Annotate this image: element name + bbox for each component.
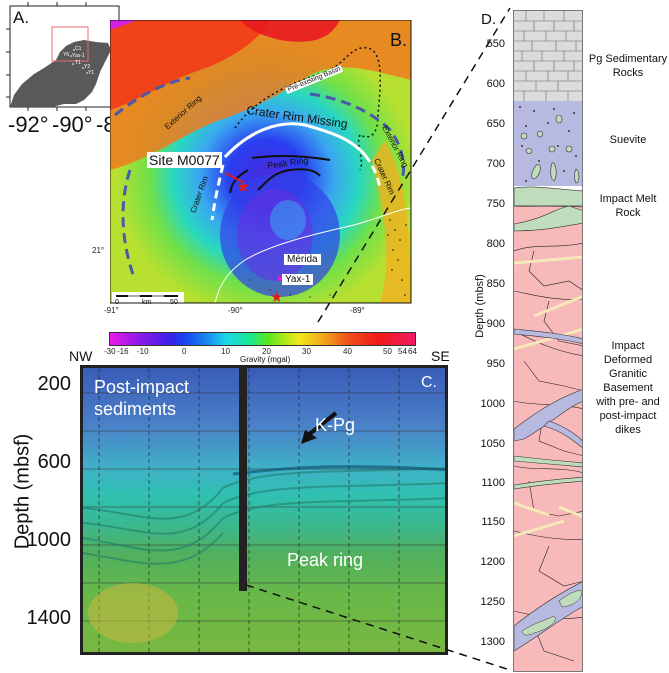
colorbar-tick-50: 50: [383, 347, 392, 356]
svg-text:★: ★: [236, 179, 250, 196]
seismic-ylabel: Depth (mbsf): [11, 433, 34, 550]
colorbar-tick-40: 40: [343, 347, 352, 356]
colorbar-tick-30: 30: [302, 347, 311, 356]
core-depth-1150: 1150: [481, 516, 505, 528]
merida-label: Mérida: [284, 254, 321, 265]
site-m0077-label: Site M0077: [147, 152, 222, 168]
lon-tick-89: -89°: [350, 306, 365, 315]
panel-d-core-column: [513, 10, 583, 672]
svg-text:Y6: Y6: [63, 52, 69, 58]
unit-pg-line1: Pg Sedimentary: [588, 53, 668, 65]
core-depth-1200: 1200: [480, 556, 505, 568]
core-depth-550: 550: [486, 38, 505, 50]
unit-pg-sedimentary: Pg Sedimentary Rocks: [588, 52, 668, 80]
core-depth-600: 600: [486, 78, 505, 90]
core-depth-1050: 1050: [480, 438, 505, 450]
panel-a-label: A.: [13, 8, 30, 27]
colorbar-tick-64: 64: [408, 347, 417, 356]
core-depth-1250: 1250: [480, 596, 505, 608]
unit-basement-line4: Basement: [603, 382, 653, 394]
unit-melt-line1: Impact Melt: [599, 193, 657, 205]
label-post-impact-line2: sediments: [94, 399, 177, 419]
svg-text:M0077: M0077: [71, 36, 87, 42]
panel-c-label: C.: [421, 374, 437, 391]
lon-tick-92: -92°: [8, 112, 49, 137]
gravity-map-graphic: ★ ★ ★: [110, 20, 412, 306]
core-depth-1000: 1000: [480, 398, 505, 410]
panel-c-seismic-section: Post-impact sediments K-Pg Peak ring C.: [80, 365, 448, 655]
colorbar-tick-54: 54: [398, 347, 407, 356]
lon-tick-90: -90°: [52, 112, 93, 137]
core-depth-750: 750: [486, 198, 505, 210]
label-kpg: K-Pg: [315, 415, 356, 435]
se-label: SE: [431, 348, 450, 364]
colorbar-tick-m30: -30: [104, 347, 116, 356]
colorbar-tick-m10: -10: [137, 347, 149, 356]
label-post-impact-line1: Post-impact: [94, 377, 190, 397]
seismic-depth-600: 600: [37, 451, 71, 473]
scale-bar-end: 50: [170, 299, 178, 306]
inset-map-graphic: M0077 C1 Y6 Yax-1 T1 Y2 Y1: [6, 2, 124, 111]
unit-suevite: Suevite: [588, 133, 668, 147]
unit-suevite-line1: Suevite: [609, 134, 647, 146]
unit-basement-line2: Deformed: [603, 354, 653, 366]
core-column-graphic: [514, 11, 582, 671]
core-depth-650: 650: [486, 118, 505, 130]
seismic-depth-1400: 1400: [26, 607, 72, 629]
core-depth-1300: 1300: [480, 636, 505, 648]
svg-text:Yax-1: Yax-1: [72, 53, 85, 59]
svg-text:★: ★: [275, 273, 285, 285]
lon-tick-90: -90°: [228, 306, 243, 315]
unit-basement-line6: post-impact: [599, 410, 657, 422]
colorbar-tick-20: 20: [262, 347, 271, 356]
svg-text:T1: T1: [75, 60, 81, 66]
unit-melt-line2: Rock: [615, 207, 641, 219]
colorbar-tick-m16: -16: [117, 347, 129, 356]
lon-tick-91: -91°: [104, 306, 119, 315]
unit-basement-line1: Impact: [611, 340, 645, 352]
colorbar-tick-0: 0: [182, 347, 187, 356]
nw-label: NW: [69, 348, 93, 364]
scale-bar-start: 0: [115, 299, 119, 306]
unit-basement-line3: Granitic: [609, 368, 647, 380]
unit-basement-line7: dikes: [615, 424, 641, 436]
panel-d-label: D.: [481, 11, 496, 28]
svg-text:C1: C1: [75, 46, 82, 52]
seismic-depth-1000: 1000: [26, 529, 72, 551]
panel-b-gravity-map: ★ ★ ★ B. Pre-existing Basin Exterior Rin…: [92, 20, 420, 320]
svg-text:Y2: Y2: [84, 64, 90, 70]
yax1-label: Yax-1: [282, 274, 314, 285]
label-peak-ring-seismic: Peak ring: [287, 550, 364, 570]
unit-impact-melt: Impact Melt Rock: [588, 192, 668, 220]
core-depth-850: 850: [486, 278, 505, 290]
panel-b-label: B.: [390, 30, 408, 50]
core-depth-950: 950: [486, 358, 505, 370]
core-depth-900: 900: [486, 318, 505, 330]
core-depth-700: 700: [486, 158, 505, 170]
core-depth-800: 800: [486, 238, 505, 250]
core-ylabel: Depth (mbsf): [474, 274, 486, 338]
scale-bar-unit: km: [142, 299, 152, 306]
lat-tick-21: 21°: [92, 246, 105, 255]
unit-pg-line2: Rocks: [612, 67, 644, 79]
svg-text:★: ★: [270, 289, 283, 306]
colorbar-title: Gravity (mgal): [240, 355, 291, 364]
colorbar-tick-10: 10: [221, 347, 230, 356]
unit-basement-line5: with pre- and: [596, 396, 660, 408]
unit-granitic-basement: Impact Deformed Granitic Basement with p…: [588, 339, 668, 437]
svg-text:Y1: Y1: [88, 70, 94, 76]
seismic-depth-200: 200: [37, 373, 71, 395]
gravity-colorbar: [109, 332, 416, 346]
core-depth-1100: 1100: [481, 477, 505, 489]
